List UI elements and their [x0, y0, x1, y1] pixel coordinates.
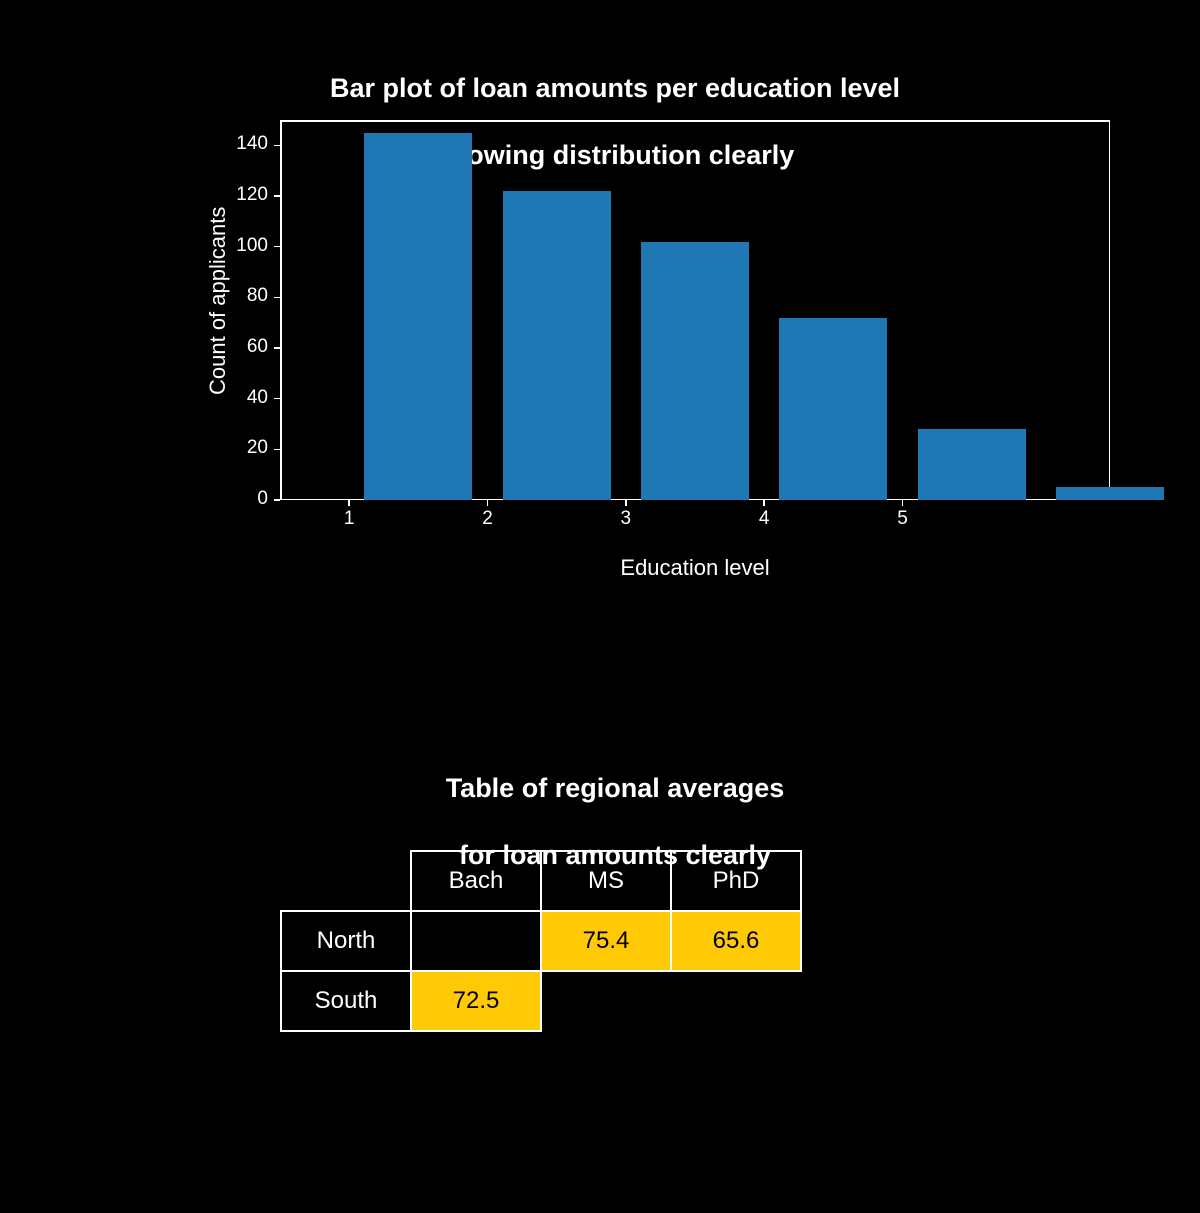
y-tick-label: 100: [218, 235, 268, 257]
table-row-header: North: [281, 911, 411, 971]
y-tick-label: 0: [218, 488, 268, 510]
y-tick: [274, 195, 280, 197]
y-tick: [274, 499, 280, 501]
page-root: Bar plot of loan amounts per education l…: [0, 0, 1200, 1213]
bar: [1056, 487, 1164, 500]
x-tick: [902, 500, 904, 506]
x-tick-label: 3: [606, 508, 646, 530]
regional-averages-table: BachMSPhD North 75.465.6 South72.5: [280, 850, 802, 1032]
x-tick: [763, 500, 765, 506]
table-cell: [541, 971, 671, 1031]
x-tick-label: 4: [744, 508, 784, 530]
table-title-line1: Table of regional averages: [446, 773, 785, 803]
table-cell: [671, 971, 801, 1031]
y-tick-label: 120: [218, 184, 268, 206]
y-tick-label: 40: [218, 387, 268, 409]
y-tick-label: 20: [218, 437, 268, 459]
chart-plot-area: 02040608010012014012345: [280, 120, 1110, 500]
y-tick-label: 140: [218, 133, 268, 155]
bar: [918, 429, 1026, 500]
y-tick-label: 60: [218, 336, 268, 358]
y-tick: [274, 246, 280, 248]
table-cell: 75.4: [541, 911, 671, 971]
x-tick-label: 2: [468, 508, 508, 530]
bar: [503, 191, 611, 500]
table-cell: 72.5: [411, 971, 541, 1031]
x-tick-label: 1: [329, 508, 369, 530]
x-tick: [348, 500, 350, 506]
x-axis-label: Education level: [280, 555, 1110, 581]
x-tick: [487, 500, 489, 506]
bar: [641, 242, 749, 500]
bar: [779, 318, 887, 500]
y-tick-label: 80: [218, 285, 268, 307]
table-cell: [411, 911, 541, 971]
table-col-header: PhD: [671, 851, 801, 911]
table-corner: [281, 851, 411, 911]
table-row-header: South: [281, 971, 411, 1031]
y-tick: [274, 347, 280, 349]
chart-title-line1: Bar plot of loan amounts per education l…: [330, 73, 900, 103]
y-tick: [274, 449, 280, 451]
y-tick: [274, 297, 280, 299]
y-tick: [274, 145, 280, 147]
x-tick: [625, 500, 627, 506]
table-cell: 65.6: [671, 911, 801, 971]
axis-spine-top: [280, 120, 1110, 122]
averages-table: BachMSPhD North 75.465.6 South72.5: [280, 850, 802, 1032]
table-col-header: MS: [541, 851, 671, 911]
axis-spine-left: [280, 120, 282, 500]
bar: [364, 133, 472, 500]
y-tick: [274, 398, 280, 400]
x-tick-label: 5: [883, 508, 923, 530]
axis-spine-right: [1109, 120, 1111, 500]
table-col-header: Bach: [411, 851, 541, 911]
